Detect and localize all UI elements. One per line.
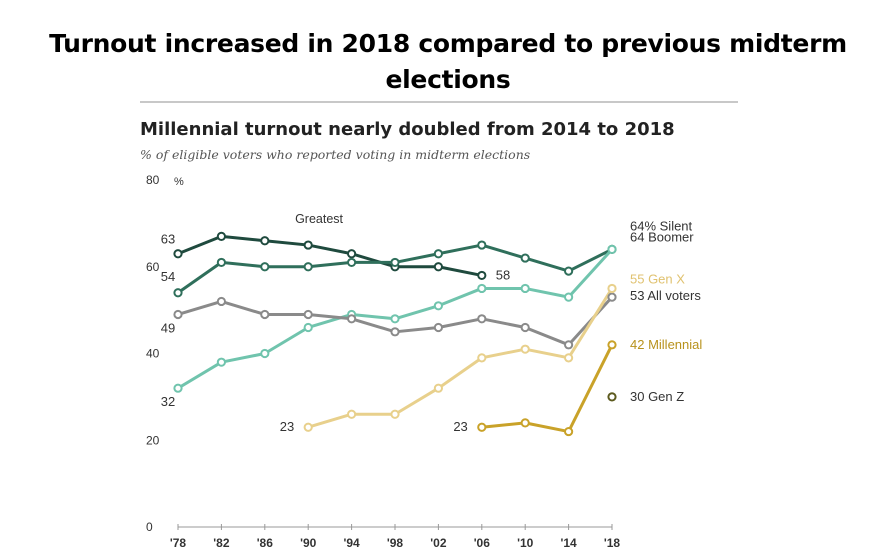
data-point-millennial [607, 340, 617, 350]
data-point-silent [477, 240, 487, 250]
y-tick-label: 40 [146, 347, 160, 361]
data-point-silent [564, 266, 574, 276]
data-point-gen-x [347, 409, 357, 419]
data-point-boomer [520, 283, 530, 294]
data-point-all-voters [433, 322, 443, 333]
chart-title: Millennial turnout nearly doubled from 2… [140, 119, 675, 140]
data-point-greatest [477, 270, 487, 281]
data-point-millennial [564, 426, 574, 437]
y-axis: 0 20 40 60 80 [146, 173, 160, 534]
data-point-greatest [433, 262, 443, 272]
data-point-gen-x [607, 283, 617, 294]
start-label-gen-x: 23 [280, 419, 294, 434]
end-label-gen-z: 30 Gen Z [630, 389, 684, 404]
data-point-all-voters [216, 296, 226, 307]
data-point-greatest [173, 249, 183, 259]
data-point-silent [390, 257, 400, 268]
x-tick-label: '18 [604, 536, 621, 550]
y-tick-label: 80 [146, 173, 160, 187]
data-point-greatest [260, 236, 270, 246]
data-point-gen-x [433, 383, 443, 393]
series-line-greatest [176, 234, 484, 277]
data-point-greatest [216, 231, 226, 241]
data-point-gen-x [477, 353, 487, 363]
series-points [173, 231, 617, 437]
data-point-millennial [477, 422, 487, 432]
data-point-all-voters [173, 309, 183, 320]
x-tick-label: '98 [387, 536, 404, 550]
series-line-gen-x [306, 286, 614, 429]
data-point-all-voters [390, 327, 400, 337]
data-point-all-voters [520, 322, 530, 333]
x-tick-label: '94 [343, 536, 360, 550]
data-point-millennial [520, 418, 530, 428]
data-point-boomer [564, 292, 574, 302]
data-point-silent [433, 249, 443, 259]
y-unit-label: % [174, 176, 184, 188]
data-point-silent [216, 257, 226, 268]
series-line-millennial [480, 343, 614, 434]
data-point-gen-z [607, 392, 617, 402]
data-point-gen-x [303, 422, 313, 432]
data-point-boomer [303, 322, 313, 333]
x-tick-label: '78 [170, 536, 187, 550]
chart-subtitle: % of eligible voters who reported voting… [140, 147, 530, 162]
x-tick-label: '02 [430, 536, 447, 550]
data-point-gen-x [390, 409, 400, 419]
start-label-greatest: 63 [161, 232, 175, 247]
data-point-silent [303, 262, 313, 272]
data-point-silent [260, 262, 270, 272]
data-point-all-voters [477, 314, 487, 324]
start-label-silent: 54 [161, 269, 175, 284]
end-label-gen-x: 55 Gen X [630, 271, 685, 286]
end-label-boomer: 64 Boomer [630, 229, 694, 244]
end-label-silent: 64% Silent [630, 218, 693, 233]
data-point-all-voters [303, 309, 313, 320]
start-label-all-voters: 49 [161, 320, 175, 335]
x-axis: '78 '82 '86 '90 '94 '98 '02 '06 '10 '14 '18 [170, 524, 621, 550]
y-tick-label: 0 [146, 520, 153, 534]
y-tick-label: 60 [146, 260, 160, 274]
x-tick-label: '86 [257, 536, 274, 550]
x-tick-label: '06 [474, 536, 491, 550]
data-point-boomer [216, 357, 226, 367]
annotation-greatest: Greatest [295, 212, 343, 226]
data-point-boomer [477, 283, 487, 294]
data-point-boomer [173, 383, 183, 393]
end-label-millennial: 42 Millennial [630, 337, 702, 352]
start-label-boomer: 32 [161, 394, 175, 409]
data-point-gen-x [520, 344, 530, 354]
data-point-boomer [607, 244, 617, 254]
data-point-boomer [260, 348, 270, 359]
x-tick-label: '10 [517, 536, 534, 550]
x-tick-label: '14 [560, 536, 577, 550]
data-point-silent [173, 288, 183, 298]
data-point-silent [347, 257, 357, 268]
x-tick-label: '90 [300, 536, 317, 550]
end-label-greatest: 58 [496, 267, 510, 282]
data-point-boomer [390, 314, 400, 324]
end-label-all-voters: 53 All voters [630, 288, 701, 303]
data-point-gen-x [564, 353, 574, 363]
data-point-all-voters [564, 340, 574, 350]
data-point-all-voters [260, 309, 270, 320]
data-point-greatest [347, 249, 357, 259]
data-point-greatest [303, 240, 313, 250]
y-tick-label: 20 [146, 433, 160, 447]
data-point-silent [520, 253, 530, 263]
series-labels: 63 58 54 64% Silent 32 64 Boomer 49 53 All vote… [161, 212, 703, 434]
x-tick-label: '82 [213, 536, 230, 550]
slide-title: Turnout increased in 2018 compared to pr… [49, 29, 847, 94]
start-label-millennial: 23 [453, 419, 467, 434]
data-point-all-voters [607, 292, 617, 302]
data-point-all-voters [347, 314, 357, 324]
data-point-boomer [433, 301, 443, 311]
